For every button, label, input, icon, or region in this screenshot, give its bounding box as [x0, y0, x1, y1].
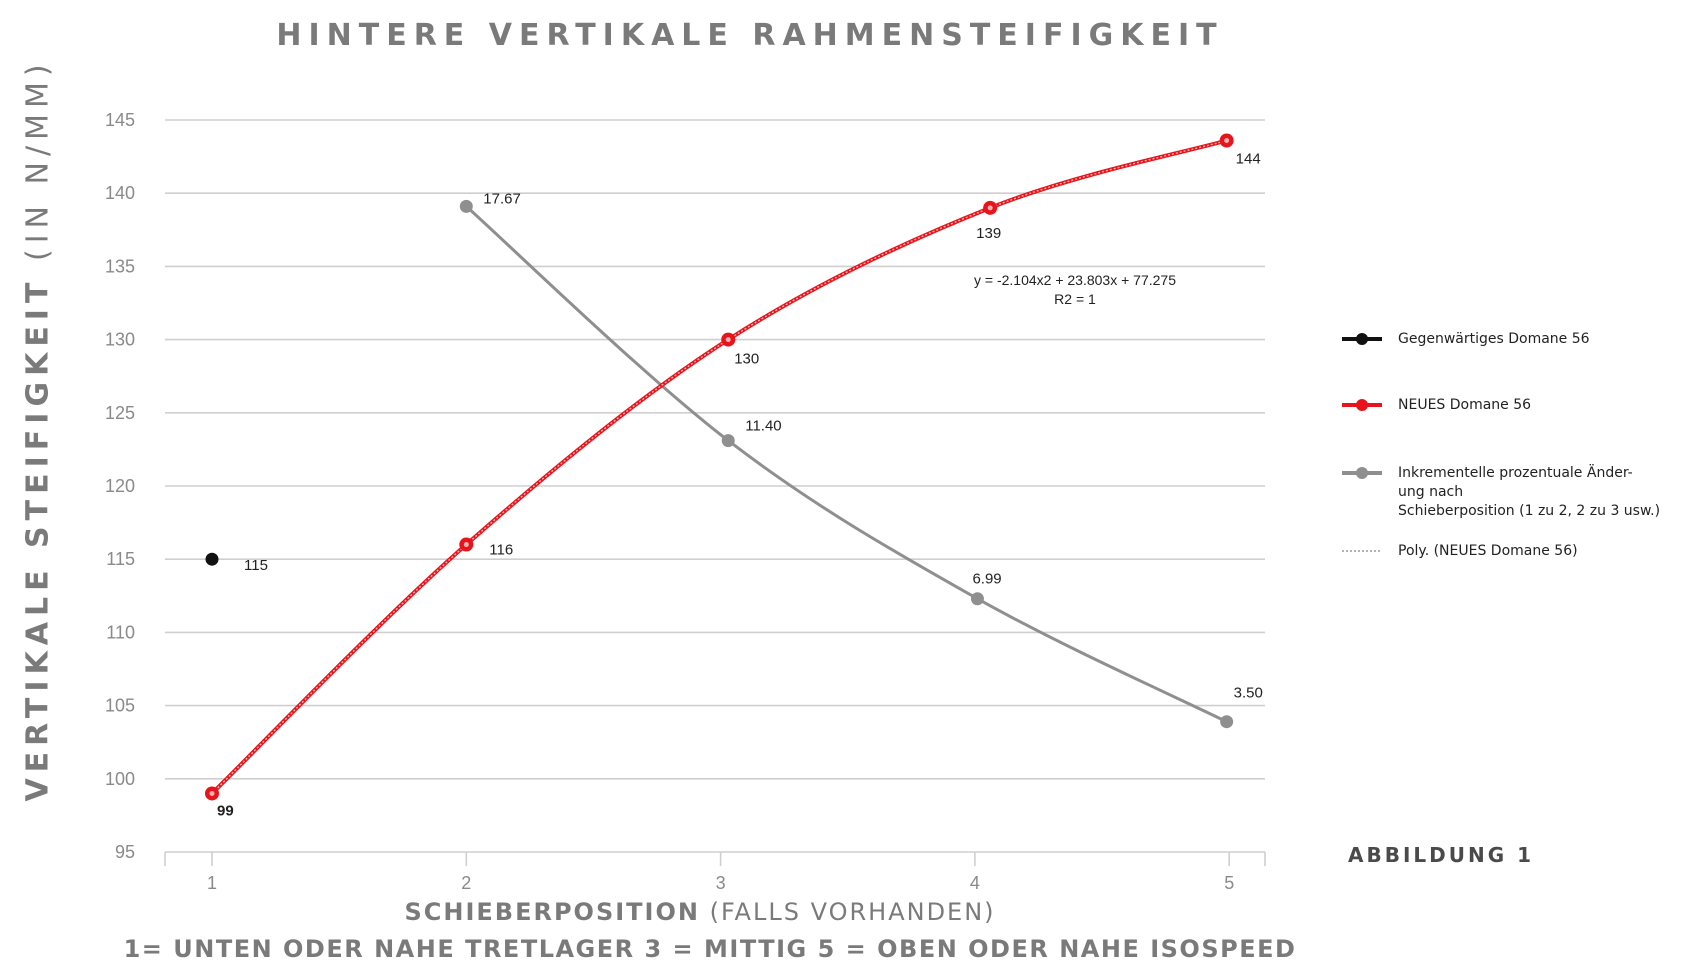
y-tick-label: 130: [105, 330, 135, 350]
data-label-incremental-change: 6.99: [972, 571, 1001, 588]
legend-label-poly-trendline: Poly. (NEUES Domane 56): [1398, 542, 1698, 561]
data-point-incremental-change: [722, 434, 735, 447]
data-label-neues-domane: 130: [734, 351, 759, 368]
figure-label: ABBILDUNG 1: [1348, 843, 1534, 867]
data-label-incremental-change: 17.67: [483, 190, 521, 207]
data-point-center-neues-domane: [988, 205, 993, 210]
data-label-neues-domane: 116: [489, 542, 513, 559]
data-label-gegenwaertiges-domane: 115: [244, 557, 268, 574]
data-label-incremental-change: 11.40: [745, 418, 781, 435]
y-tick-label: 115: [106, 549, 135, 569]
x-tick-label: 3: [716, 873, 726, 893]
legend-label-gegenwaertiges-domane: Gegenwärtiges Domane 56: [1398, 330, 1698, 349]
data-point-center-neues-domane: [464, 542, 469, 547]
x-tick-label: 1: [207, 873, 217, 893]
trendline-r2: R2 = 1: [1054, 291, 1096, 307]
y-tick-label: 140: [105, 183, 135, 203]
x-tick-label: 5: [1224, 873, 1234, 893]
x-axis-label-main: SCHIEBERPOSITION: [404, 898, 699, 926]
data-point-center-neues-domane: [1224, 138, 1229, 143]
legend-label-incremental-change: Inkrementelle prozentuale Änder- ung nac…: [1398, 464, 1698, 521]
trendline-poly-neues-domane: [212, 140, 1227, 793]
data-point-center-neues-domane: [726, 337, 731, 342]
data-label-neues-domane: 99: [217, 802, 234, 819]
data-point-center-neues-domane: [210, 791, 215, 796]
legend-swatch-incremental-change: [1340, 466, 1384, 480]
data-point-incremental-change: [460, 200, 473, 213]
legend-label-neues-domane: NEUES Domane 56: [1398, 396, 1698, 415]
data-label-neues-domane: 139: [976, 225, 1001, 242]
x-axis-note: 1= UNTEN ODER NAHE TRETLAGER 3 = MITTIG …: [0, 935, 1420, 963]
data-point-incremental-change: [971, 592, 984, 605]
legend-swatch-neues-domane: [1340, 398, 1384, 412]
y-tick-label: 145: [105, 110, 135, 130]
series-line-neues-domane: [212, 140, 1227, 793]
x-axis-label-suffix: (FALLS VORHANDEN): [710, 898, 996, 926]
y-tick-label: 125: [105, 403, 135, 423]
y-tick-label: 120: [105, 476, 135, 496]
data-label-neues-domane: 144: [1236, 150, 1261, 167]
data-label-incremental-change: 3.50: [1234, 685, 1263, 702]
y-tick-label: 100: [105, 769, 135, 789]
y-tick-label: 95: [115, 842, 135, 862]
y-tick-label: 110: [106, 622, 135, 642]
trendline-equation: y = -2.104x2 + 23.803x + 77.275: [974, 272, 1176, 288]
legend-swatch-gegenwaertiges-domane: [1340, 332, 1384, 346]
data-point-incremental-change: [1220, 715, 1233, 728]
legend-swatch-poly-trendline: [1340, 544, 1384, 558]
data-point-gegenwaertiges-domane: [206, 553, 219, 566]
x-tick-label: 4: [970, 873, 980, 893]
x-tick-label: 2: [461, 873, 471, 893]
y-tick-label: 105: [105, 696, 135, 716]
x-axis-label: SCHIEBERPOSITION (FALLS VORHANDEN): [0, 898, 1400, 926]
y-tick-label: 135: [105, 256, 135, 276]
